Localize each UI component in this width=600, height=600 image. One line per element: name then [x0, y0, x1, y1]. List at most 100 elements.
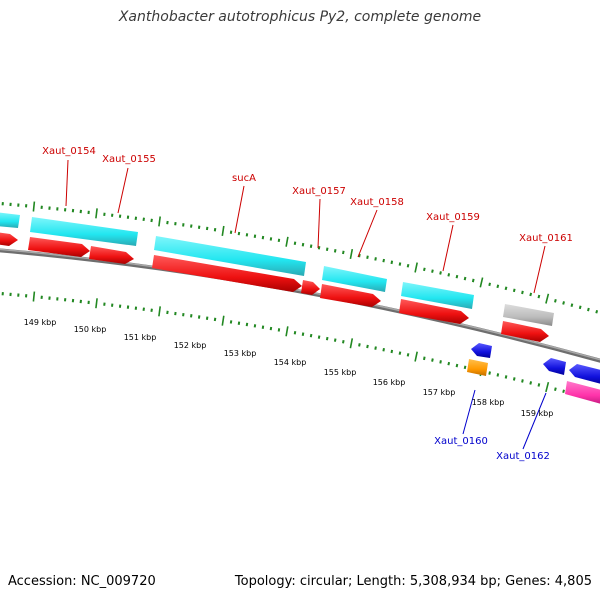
gene-arrow-red[interactable]: [301, 280, 320, 295]
gene-label[interactable]: Xaut_0154: [42, 146, 96, 157]
gene-arrow-blue[interactable]: [543, 358, 566, 375]
gene-arrow-red[interactable]: [89, 246, 134, 264]
gene-arrow-red[interactable]: [152, 255, 302, 292]
minor-tick: [521, 379, 524, 383]
map-title: Xanthobacter autotrophicus Py2, complete…: [118, 9, 482, 25]
minor-tick: [269, 237, 273, 241]
minor-tick: [374, 346, 377, 350]
gene-label[interactable]: Xaut_0158: [350, 197, 404, 208]
minor-tick: [358, 343, 361, 347]
gene-bar-cyan[interactable]: [322, 266, 387, 292]
minor-tick: [197, 315, 201, 319]
kbp-label: 159 kbp: [521, 409, 554, 418]
minor-tick: [229, 230, 233, 234]
minor-tick: [529, 381, 533, 385]
minor-tick: [261, 325, 265, 329]
major-tick: [158, 306, 161, 317]
minor-tick: [342, 250, 345, 255]
gene-bar-cyan[interactable]: [401, 282, 474, 309]
gene-bar-cyan[interactable]: [154, 236, 306, 276]
minor-tick: [237, 321, 241, 325]
minor-tick: [342, 340, 345, 344]
reverse-lane: [467, 343, 600, 405]
kbp-label: 154 kbp: [274, 358, 307, 367]
minor-tick: [390, 260, 394, 265]
minor-tick: [439, 271, 442, 275]
gene-arrow-blue[interactable]: [471, 343, 492, 358]
minor-tick: [166, 310, 169, 315]
minor-tick: [142, 217, 145, 222]
minor-tick: [358, 253, 361, 258]
minor-tick: [245, 233, 249, 237]
gene-label[interactable]: sucA: [232, 173, 256, 184]
minor-tick: [431, 269, 434, 273]
minor-tick: [237, 231, 241, 236]
minor-tick: [150, 308, 153, 312]
gene-bar-pink[interactable]: [565, 381, 600, 405]
minor-tick: [253, 324, 257, 328]
minor-tick: [463, 365, 467, 370]
minor-tick: [406, 353, 410, 357]
gene-bar-cyan[interactable]: [0, 212, 20, 228]
minor-tick: [293, 241, 297, 245]
gene-arrow-red[interactable]: [0, 232, 18, 246]
gene-label[interactable]: Xaut_0157: [292, 186, 346, 197]
minor-tick: [333, 249, 337, 253]
major-tick: [479, 277, 484, 288]
gene-arrow-red[interactable]: [28, 237, 90, 257]
major-tick: [349, 248, 354, 260]
gene-label[interactable]: Xaut_0160: [434, 436, 488, 447]
minor-tick: [562, 301, 565, 305]
label-leaders: [65, 159, 547, 450]
major-tick: [414, 262, 418, 273]
minor-tick: [423, 267, 426, 272]
minor-tick: [190, 314, 193, 318]
minor-tick: [529, 292, 533, 297]
minor-tick: [374, 257, 377, 261]
minor-tick: [301, 332, 305, 336]
minor-tick: [587, 307, 590, 312]
minor-tick: [142, 307, 145, 311]
minor-tick: [512, 288, 516, 293]
kbp-label: 152 kbp: [174, 341, 207, 350]
minor-tick: [277, 238, 281, 243]
minor-tick: [398, 262, 402, 266]
gene-arrow-blue[interactable]: [569, 364, 600, 385]
minor-tick: [554, 387, 557, 391]
minor-tick: [455, 274, 459, 279]
gene-label[interactable]: Xaut_0161: [519, 233, 573, 244]
gene-label[interactable]: Xaut_0162: [496, 451, 550, 462]
minor-tick: [537, 294, 541, 299]
minor-tick: [325, 247, 329, 251]
minor-tick: [455, 363, 459, 368]
gene-arrow-red[interactable]: [320, 284, 381, 307]
minor-tick: [253, 234, 257, 238]
minor-tick: [366, 255, 369, 259]
gene-arrow-red[interactable]: [399, 299, 469, 324]
gene-arrow-red[interactable]: [501, 321, 549, 342]
minor-tick: [423, 356, 426, 361]
gene-bar-grey[interactable]: [503, 304, 554, 326]
gene-bar-orange[interactable]: [467, 359, 488, 376]
major-tick: [221, 315, 225, 326]
kbp-label: 157 kbp: [423, 388, 456, 397]
minor-tick: [190, 224, 193, 228]
major-tick: [414, 351, 418, 362]
minor-tick: [431, 358, 434, 362]
minor-tick: [317, 246, 321, 250]
minor-tick: [261, 235, 265, 240]
major-tick: [32, 201, 36, 212]
gene-label[interactable]: Xaut_0159: [426, 212, 480, 223]
minor-tick: [463, 276, 467, 281]
accession-text: Accession: NC_009720: [8, 574, 156, 589]
gene-bar-cyan[interactable]: [30, 217, 138, 246]
gene-label[interactable]: Xaut_0155: [102, 154, 156, 165]
minor-tick: [277, 328, 281, 332]
kbp-label: 151 kbp: [124, 333, 157, 342]
major-tick: [545, 382, 550, 393]
major-tick: [285, 236, 289, 247]
minor-tick: [496, 284, 500, 289]
minor-tick: [595, 309, 599, 314]
minor-tick: [447, 273, 451, 277]
kbp-label: 155 kbp: [324, 368, 357, 377]
